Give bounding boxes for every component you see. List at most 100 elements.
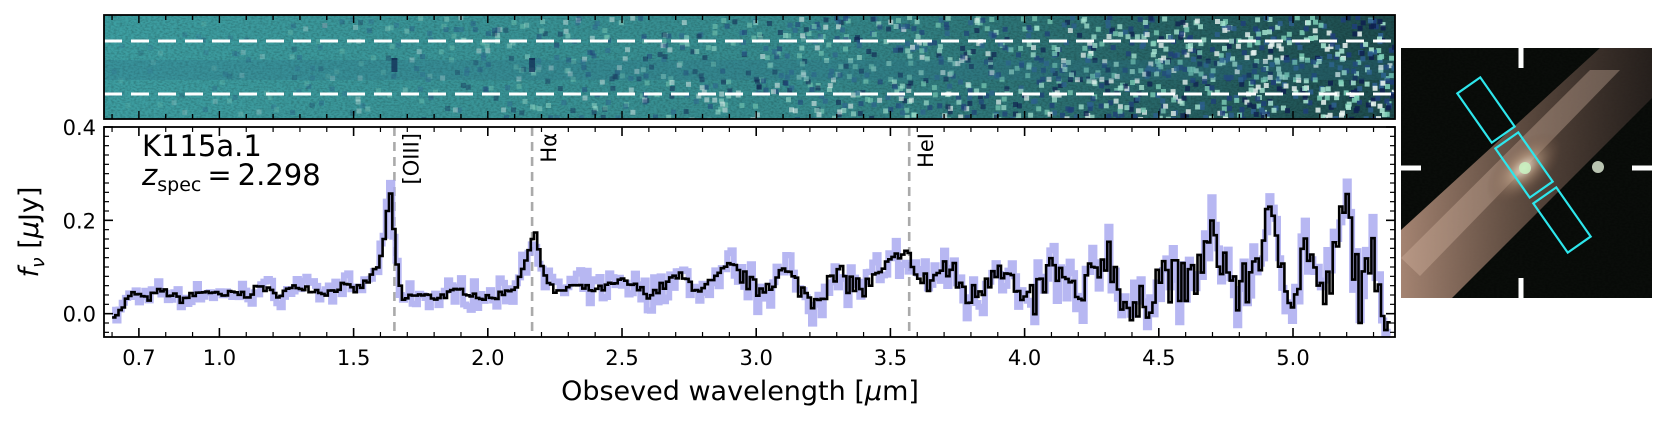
spectrum-2d-pixel	[1223, 19, 1228, 25]
spectrum-2d-pixel	[353, 24, 358, 30]
spectrum-2d-pixel	[158, 50, 163, 56]
spectrum-2d-pixel	[719, 98, 724, 104]
spectrum-2d-pixel	[1142, 20, 1148, 25]
spectrum-2d-pixel	[473, 60, 479, 66]
spectrum-2d-pixel	[683, 70, 689, 76]
spectrum-2d-pixel	[1061, 58, 1067, 64]
spectrum-2d-pixel	[1222, 45, 1227, 51]
spectrum-2d-pixel	[1377, 57, 1383, 63]
spectrum-2d-pixel	[1188, 70, 1194, 76]
x-axis-label-mu: μ	[864, 376, 882, 407]
spectrum-2d-pixel	[906, 83, 912, 89]
spectrum-2d-pixel	[722, 107, 728, 113]
spectrum-2d-pixel	[1352, 61, 1358, 67]
spectrum-2d-pixel	[838, 64, 844, 70]
spectrum-2d-pixel	[609, 76, 615, 82]
spectrum-2d-pixel	[1377, 103, 1383, 109]
spectrum-2d-pixel	[660, 74, 666, 79]
spectrum-2d-pixel	[1114, 88, 1120, 94]
spectrum-2d-pixel	[799, 16, 805, 22]
spectrum-2d-pixel	[355, 96, 361, 102]
spectrum-2d-pixel	[920, 109, 926, 115]
spectrum-2d-pixel	[365, 106, 371, 112]
spectrum-2d-pixel	[521, 66, 527, 72]
spectrum-2d-pixel	[472, 27, 478, 33]
spectrum-2d-pixel	[1235, 43, 1241, 49]
spectrum-2d-pixel	[452, 107, 458, 113]
spectrum-2d-pixel	[843, 16, 848, 21]
spectrum-2d-pixel	[483, 87, 489, 93]
spectrum-2d-pixel	[891, 79, 897, 85]
spectrum-2d-pixel	[1049, 103, 1055, 108]
spectrum-2d-pixel	[1285, 108, 1290, 114]
spectrum-2d-pixel	[1252, 63, 1258, 69]
spectrum-2d-pixel	[1371, 101, 1377, 107]
spectrum-2d-pixel	[1082, 45, 1088, 51]
spectrum-2d-pixel	[1193, 68, 1199, 74]
spectrum-2d-pixel	[898, 47, 903, 53]
spectrum-2d-pixel	[1308, 89, 1314, 95]
spectrum-2d-pixel	[852, 64, 858, 70]
spectrum-2d-pixel	[712, 30, 718, 36]
spectrum-2d-pixel	[663, 32, 668, 38]
spectrum-2d-pixel	[835, 18, 841, 24]
spectrum-2d-pixel	[445, 106, 451, 111]
spectrum-2d-pixel	[1380, 25, 1386, 31]
spectrum-2d-pixel	[814, 107, 820, 113]
spectrum-2d-pixel	[642, 94, 648, 100]
spectrum-2d-pixel	[495, 27, 501, 33]
spectrum-2d-pixel	[966, 83, 972, 89]
spectrum-2d-pixel	[877, 97, 883, 103]
spectrum-2d-pixel	[718, 106, 724, 112]
spectrum-2d-pixel	[815, 25, 821, 31]
spectrum-2d-pixel	[1253, 111, 1259, 117]
spectrum-2d-pixel	[1288, 16, 1294, 22]
spectrum-2d-pixel	[427, 30, 433, 36]
spectrum-2d-pixel	[1324, 46, 1330, 52]
spectrum-2d-pixel	[291, 46, 297, 52]
spectrum-2d-pixel	[554, 115, 560, 119]
spectrum-2d-pixel	[981, 83, 987, 89]
spectrum-2d-pixel	[1171, 68, 1177, 73]
spectrum-2d-pixel	[899, 83, 905, 89]
spectrum-2d-pixel	[1004, 89, 1010, 95]
spectrum-2d-pixel	[1378, 64, 1384, 70]
redshift-subscript: spec	[157, 174, 201, 196]
spectrum-2d-pixel	[480, 52, 486, 58]
spectrum-2d-pixel	[458, 27, 464, 32]
spectrum-2d-pixel	[777, 30, 783, 35]
spectrum-2d-pixel	[1351, 68, 1357, 74]
spectrum-2d-pixel	[1185, 109, 1191, 115]
spectrum-2d-pixel	[566, 57, 572, 63]
spectrum-2d-pixel	[1186, 36, 1192, 42]
spectrum-2d-pixel	[907, 53, 913, 59]
spectrum-2d-pixel	[537, 106, 543, 112]
spectrum-2d-pixel	[1309, 35, 1315, 41]
spectrum-2d-pixel	[1165, 116, 1171, 119]
spectrum-2d-pixel	[1388, 47, 1394, 53]
spectrum-2d-pixel	[1299, 63, 1305, 69]
spectrum-2d-pixel	[1195, 104, 1201, 110]
spectrum-2d-pixel	[665, 81, 671, 87]
spectrum-2d-pixel	[111, 69, 117, 75]
spectrum-2d-pixel	[686, 81, 691, 87]
spectrum-2d-pixel	[1139, 44, 1145, 49]
spectrum-2d-pixel	[1190, 77, 1196, 83]
spectrum-2d-pixel	[274, 107, 280, 113]
x-tick-label: 3.0	[740, 346, 773, 370]
spectrum-2d-pixel	[1130, 80, 1135, 85]
spectrum-2d-pixel	[1203, 62, 1209, 68]
spectrum-2d-pixel	[1118, 31, 1124, 37]
spectrum-2d-pixel	[610, 85, 616, 91]
spectrum-2d-pixel	[1269, 62, 1275, 68]
spectrum-2d-pixel	[908, 60, 914, 66]
spectrum-2d-pixel	[612, 73, 618, 79]
spectrum-2d-pixel	[827, 83, 833, 89]
spectrum-2d-pixel	[548, 65, 554, 71]
spectrum-2d-pixel	[417, 86, 423, 92]
spectrum-2d-pixel	[991, 32, 997, 38]
spectrum-2d-pixel	[576, 16, 582, 22]
spectrum-2d-pixel	[811, 72, 817, 78]
spectrum-2d-pixel	[764, 55, 770, 61]
spectrum-2d-pixel	[1084, 23, 1090, 29]
